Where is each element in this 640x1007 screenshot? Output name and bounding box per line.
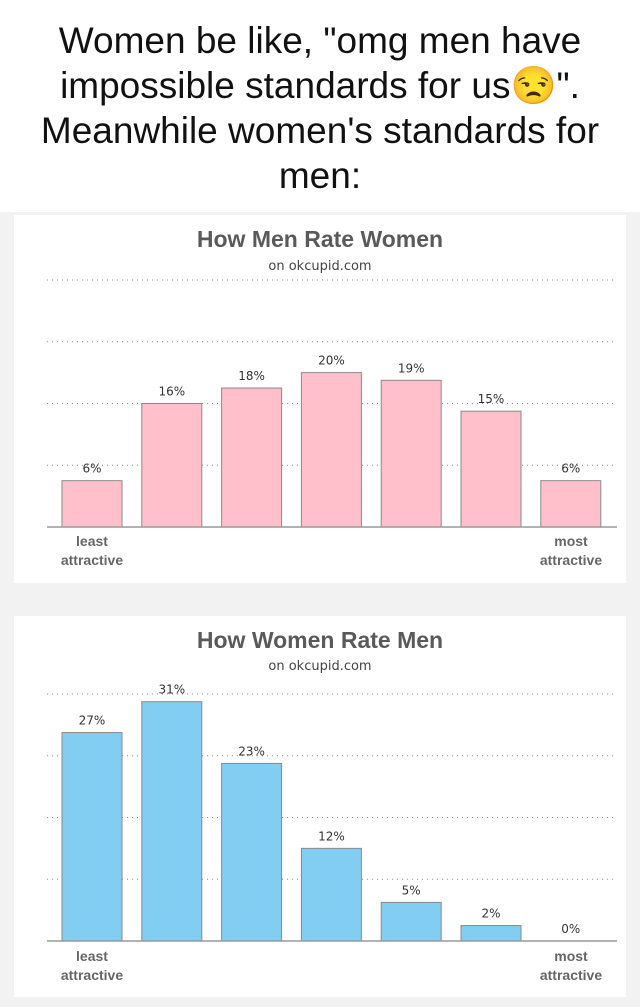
data-label: 27% <box>79 714 106 728</box>
bars: 6% 16% 18% 20% 19% 15% 6% <box>47 354 617 528</box>
bar <box>300 372 362 528</box>
x-left-label-1: least <box>76 948 108 964</box>
data-label: 31% <box>158 683 185 697</box>
data-label: 2% <box>481 907 500 921</box>
chart-title: How Men Rate Women <box>197 226 443 252</box>
bar <box>540 480 602 528</box>
chart-svg: How Women Rate Men on okcupid.com 27% 31%… <box>47 627 617 983</box>
data-label: 5% <box>402 883 421 897</box>
bar <box>221 762 283 942</box>
bar <box>380 901 442 942</box>
chart-women-rate-men: How Women Rate Men on okcupid.com 27% 31%… <box>14 616 626 997</box>
meme-caption: Women be like, "omg men have impossible … <box>40 20 600 196</box>
data-label: 18% <box>238 369 265 383</box>
x-right-label-1: most <box>554 533 588 549</box>
data-label: 15% <box>478 392 505 406</box>
bar <box>141 701 203 942</box>
chart-subtitle: on okcupid.com <box>268 259 371 274</box>
bar <box>221 387 283 528</box>
chart-men-rate-women: How Men Rate Women on okcupid.com 6% 16% 1… <box>14 215 626 583</box>
x-right-label-2: attractive <box>540 552 602 568</box>
data-label: 6% <box>82 462 101 476</box>
bar <box>61 480 123 528</box>
x-right-label-1: most <box>554 948 588 964</box>
data-label: 16% <box>158 384 185 398</box>
bar <box>460 410 522 528</box>
data-label: 23% <box>238 744 265 758</box>
x-left-label-2: attractive <box>61 967 123 983</box>
bars: 27% 31% 23% 12% 5% 2% 0% <box>47 683 617 942</box>
data-label: 0% <box>561 922 580 936</box>
data-label: 19% <box>398 361 425 375</box>
bar <box>300 847 362 942</box>
chart-svg: How Men Rate Women on okcupid.com 6% 16% 1… <box>47 226 617 568</box>
x-left-label-2: attractive <box>61 552 123 568</box>
x-right-label-2: attractive <box>540 967 602 983</box>
x-left-label-1: least <box>76 533 108 549</box>
bar <box>380 379 442 528</box>
data-label: 20% <box>318 354 345 368</box>
bar <box>141 402 203 528</box>
chart-subtitle: on okcupid.com <box>268 659 371 674</box>
chart-title: How Women Rate Men <box>197 627 443 653</box>
bar <box>460 925 522 942</box>
data-label: 12% <box>318 829 345 843</box>
bar <box>61 732 123 942</box>
data-label: 6% <box>561 462 580 476</box>
